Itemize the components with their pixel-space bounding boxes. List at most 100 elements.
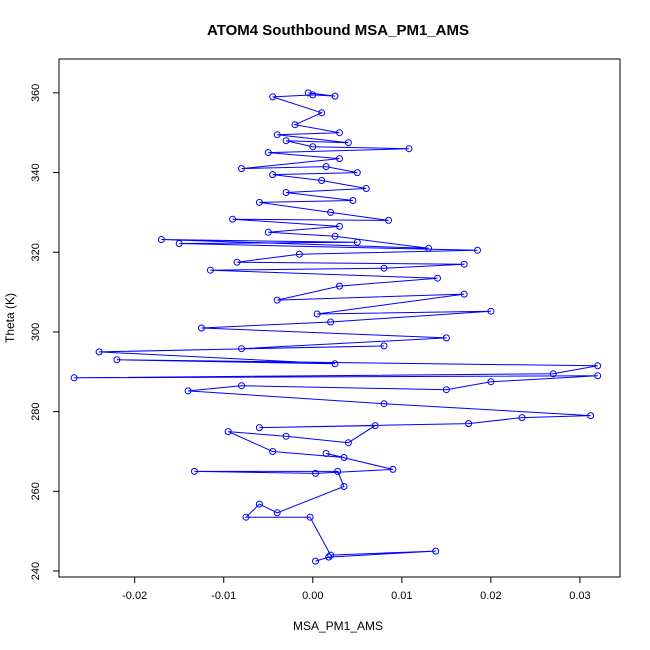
data-point	[331, 92, 339, 100]
y-tick-label: 280	[30, 402, 42, 420]
data-point	[269, 93, 277, 101]
y-tick-label: 240	[30, 562, 42, 580]
data-point	[273, 509, 281, 517]
data-point	[371, 422, 379, 430]
data-point	[255, 198, 263, 206]
data-point	[318, 109, 326, 117]
data-point	[434, 274, 441, 282]
data-point	[336, 222, 343, 230]
data-point	[269, 171, 277, 179]
data-point	[487, 307, 495, 315]
data-point	[282, 189, 290, 196]
data-point	[336, 282, 343, 290]
data-point	[518, 414, 526, 422]
data-point	[331, 232, 339, 240]
data-point	[175, 240, 183, 247]
data-point	[255, 424, 263, 432]
data-point	[474, 246, 481, 254]
data-point	[157, 236, 165, 243]
data-point	[460, 260, 468, 268]
data-point	[198, 324, 205, 332]
data-point	[380, 342, 388, 350]
x-tick-label: 0.02	[480, 590, 501, 602]
data-point	[224, 428, 232, 436]
data-point	[95, 348, 103, 356]
data-point	[594, 372, 602, 380]
data-point	[238, 165, 245, 173]
x-tick-label: 0.03	[569, 590, 590, 602]
data-point	[273, 296, 281, 304]
data-point	[344, 439, 352, 447]
data-point	[273, 131, 281, 139]
data-point	[70, 374, 78, 382]
data-point	[309, 143, 317, 151]
x-tick-label: 0.00	[302, 590, 323, 602]
data-point	[594, 362, 602, 370]
data-point	[318, 177, 326, 184]
data-point	[304, 89, 312, 97]
data-point	[432, 547, 440, 555]
data-point	[309, 91, 317, 99]
data-point	[327, 318, 335, 326]
data-point	[425, 244, 432, 252]
data-point	[336, 129, 343, 137]
chart-title: ATOM4 Southbound MSA_PM1_AMS	[207, 22, 469, 39]
data-point	[242, 513, 250, 521]
data-point	[340, 454, 348, 461]
data-point	[264, 228, 272, 236]
data-point	[353, 238, 361, 246]
data-point	[322, 163, 330, 171]
data-point	[380, 400, 388, 408]
data-point	[353, 169, 361, 177]
data-series	[70, 89, 602, 565]
data-point	[233, 258, 241, 266]
data-point	[587, 412, 595, 420]
x-tick-label: -0.02	[122, 590, 147, 602]
data-point	[206, 266, 214, 274]
x-tick-label: -0.01	[211, 590, 236, 602]
x-axis: -0.02 -0.01 0.00 0.01 0.02 0.03	[122, 576, 591, 602]
data-point	[282, 137, 290, 145]
data-point	[349, 197, 357, 204]
data-point	[487, 378, 495, 386]
x-tick-label: 0.01	[391, 590, 412, 602]
data-point	[229, 215, 237, 223]
data-point	[184, 387, 192, 395]
data-point	[295, 250, 303, 258]
data-point	[113, 356, 121, 364]
data-point	[322, 450, 330, 457]
y-tick-label: 340	[30, 163, 42, 181]
data-point	[255, 500, 263, 508]
data-point	[389, 465, 397, 473]
data-point	[340, 483, 348, 490]
data-point	[442, 386, 450, 394]
data-point	[344, 139, 352, 147]
y-tick-label: 260	[30, 482, 42, 500]
data-point	[385, 216, 392, 224]
data-point	[465, 420, 473, 428]
data-point	[190, 467, 198, 475]
y-tick-label: 300	[30, 323, 42, 341]
data-point	[306, 513, 314, 521]
data-point	[264, 149, 272, 157]
data-point	[549, 370, 557, 378]
data-point	[325, 553, 333, 561]
data-point	[405, 145, 413, 153]
data-point	[334, 467, 342, 475]
data-point	[362, 185, 370, 192]
data-point	[336, 155, 343, 163]
data-point	[327, 208, 335, 216]
data-point	[331, 360, 339, 368]
data-point	[313, 310, 321, 318]
series-line	[74, 92, 598, 562]
data-point	[238, 345, 245, 353]
data-point	[327, 551, 335, 559]
data-point	[238, 382, 245, 390]
plot-frame	[58, 58, 621, 578]
data-point	[291, 121, 299, 129]
y-axis: 240 260 280 300 320 340 360	[30, 84, 60, 580]
y-tick-label: 360	[30, 84, 42, 102]
data-point	[460, 290, 468, 298]
y-tick-label: 320	[30, 243, 42, 261]
data-point	[269, 448, 277, 455]
